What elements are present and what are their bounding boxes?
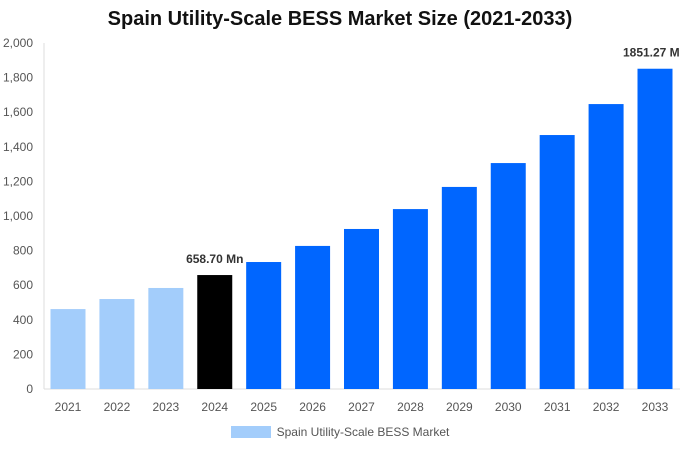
bar-2033	[637, 68, 673, 390]
data-label-2033: 1851.27 Mn	[623, 46, 680, 60]
y-tick-label: 1,000	[3, 209, 33, 223]
x-tick-label: 2021	[55, 400, 82, 414]
y-tick-label: 600	[13, 278, 33, 292]
x-tick-label: 2026	[299, 400, 326, 414]
y-tick-label: 400	[13, 313, 33, 327]
bar-2031	[539, 135, 575, 389]
bar-2029	[441, 186, 477, 389]
x-tick-label: 2022	[104, 400, 131, 414]
bar-2022	[99, 299, 135, 389]
x-tick-label: 2031	[544, 400, 571, 414]
y-tick-label: 800	[13, 244, 33, 258]
x-tick-label: 2032	[593, 400, 620, 414]
x-tick-label: 2029	[446, 400, 473, 414]
y-tick-label: 2,000	[3, 36, 33, 50]
x-tick-label: 2025	[250, 400, 277, 414]
bar-2023	[148, 287, 184, 389]
y-tick-label: 1,200	[3, 174, 33, 188]
x-tick-label: 2028	[397, 400, 424, 414]
x-tick-label: 2023	[152, 400, 179, 414]
y-tick-label: 1,400	[3, 140, 33, 154]
y-tick-label: 1,600	[3, 105, 33, 119]
legend: Spain Utility-Scale BESS Market	[0, 425, 680, 439]
legend-label: Spain Utility-Scale BESS Market	[276, 425, 450, 439]
legend-swatch	[230, 426, 271, 438]
bar-2030	[490, 163, 526, 389]
y-tick-label: 0	[26, 382, 33, 396]
x-tick-label: 2033	[642, 400, 669, 414]
bar-2025	[246, 262, 282, 389]
chart-title: Spain Utility-Scale BESS Market Size (20…	[107, 8, 573, 30]
y-tick-label: 200	[13, 347, 33, 361]
x-tick-label: 2030	[495, 400, 522, 414]
bar-2032	[588, 104, 624, 389]
bar-2027	[344, 228, 379, 389]
data-label-2024: 658.70 Mn	[186, 252, 243, 266]
bar-2026	[295, 245, 331, 389]
y-tick-label: 1,800	[3, 71, 33, 85]
bar-2028	[392, 209, 428, 389]
bar-2024	[197, 275, 233, 389]
x-tick-label: 2024	[201, 400, 228, 414]
bar-2021	[50, 309, 86, 389]
x-tick-label: 2027	[348, 400, 375, 414]
